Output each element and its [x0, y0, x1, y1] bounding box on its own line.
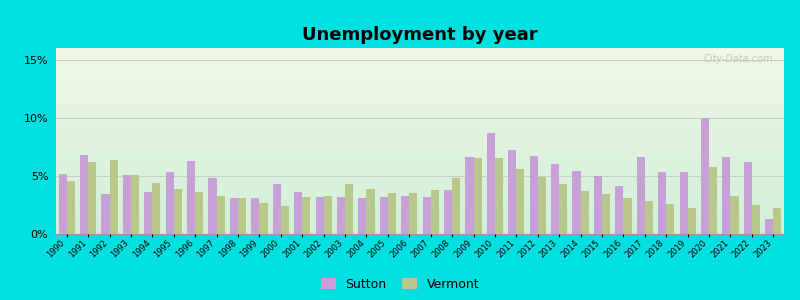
Bar	[551, 164, 559, 234]
Bar	[366, 189, 374, 234]
Bar	[144, 192, 152, 234]
Bar	[645, 202, 653, 234]
Bar	[559, 184, 567, 234]
Bar	[573, 171, 581, 234]
Bar	[774, 208, 782, 234]
Bar	[623, 198, 631, 234]
Bar	[466, 157, 474, 234]
Bar	[102, 194, 110, 234]
Bar	[273, 184, 281, 234]
Bar	[709, 167, 717, 234]
Bar	[380, 197, 388, 234]
Bar	[66, 181, 75, 234]
Bar	[615, 186, 623, 234]
Bar	[315, 197, 324, 234]
Bar	[230, 198, 238, 234]
Bar	[88, 162, 96, 234]
Bar	[495, 158, 503, 234]
Bar	[410, 193, 418, 234]
Bar	[174, 189, 182, 234]
Bar	[324, 196, 332, 234]
Bar	[444, 190, 452, 234]
Bar	[679, 172, 688, 234]
Bar	[688, 208, 696, 234]
Bar	[752, 205, 760, 234]
Bar	[594, 176, 602, 234]
Bar	[508, 150, 516, 234]
Bar	[487, 133, 495, 234]
Bar	[658, 172, 666, 234]
Bar	[744, 162, 752, 234]
Bar	[430, 190, 439, 234]
Bar	[110, 160, 118, 234]
Bar	[166, 172, 174, 234]
Bar	[302, 197, 310, 234]
Bar	[238, 198, 246, 234]
Bar	[195, 192, 203, 234]
Bar	[259, 202, 267, 234]
Bar	[187, 161, 195, 234]
Bar	[538, 177, 546, 234]
Bar	[123, 175, 131, 234]
Bar	[217, 196, 225, 234]
Bar	[80, 155, 88, 234]
Text: City-Data.com: City-Data.com	[703, 54, 773, 64]
Bar	[530, 156, 538, 234]
Bar	[730, 196, 738, 234]
Bar	[722, 157, 730, 234]
Bar	[516, 169, 525, 234]
Title: Unemployment by year: Unemployment by year	[302, 26, 538, 44]
Bar	[388, 193, 396, 234]
Bar	[401, 196, 410, 234]
Bar	[209, 178, 217, 234]
Bar	[765, 219, 774, 234]
Bar	[358, 198, 366, 234]
Bar	[602, 194, 610, 234]
Bar	[294, 192, 302, 234]
Bar	[152, 183, 161, 234]
Bar	[345, 184, 353, 234]
Legend: Sutton, Vermont: Sutton, Vermont	[321, 278, 479, 291]
Bar	[131, 175, 139, 234]
Bar	[58, 173, 66, 234]
Bar	[637, 157, 645, 234]
Bar	[701, 118, 709, 234]
Bar	[474, 158, 482, 234]
Bar	[666, 204, 674, 234]
Bar	[422, 197, 430, 234]
Bar	[281, 206, 289, 234]
Bar	[452, 178, 460, 234]
Bar	[251, 198, 259, 234]
Bar	[581, 191, 589, 234]
Bar	[337, 197, 345, 234]
